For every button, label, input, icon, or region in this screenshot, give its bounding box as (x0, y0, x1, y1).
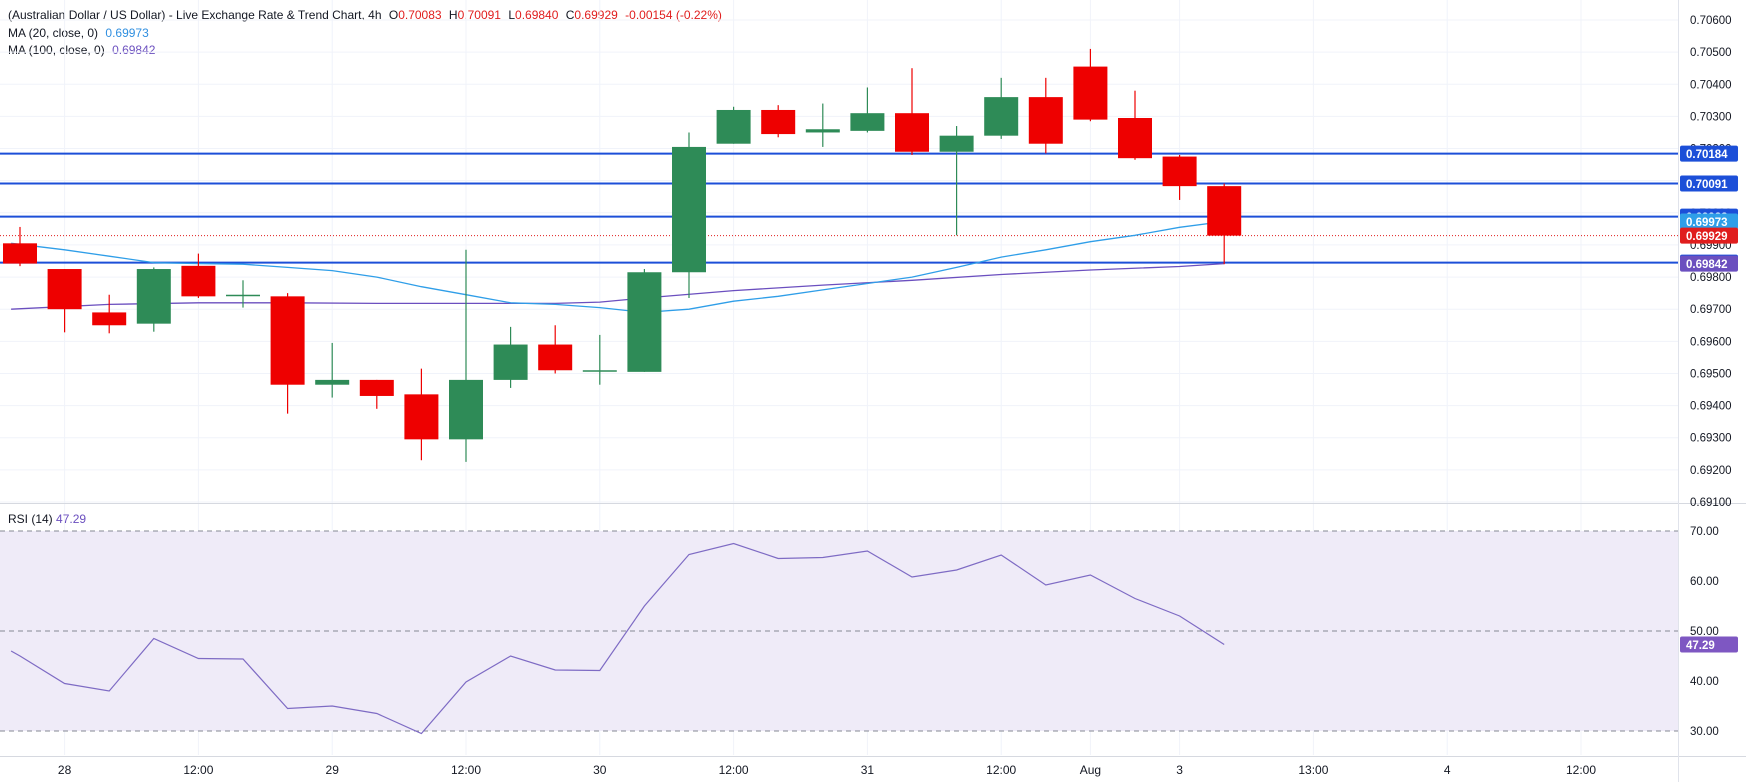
candle-body-up (582, 370, 617, 372)
time-tick-label: 29 (326, 763, 340, 777)
price-tick-label: 0.69200 (1690, 465, 1732, 477)
time-tick-label: 12:00 (719, 763, 749, 777)
ma20-price-tag-bg (1680, 213, 1738, 230)
rsi-legend: RSI (14) 47.29 (8, 512, 86, 526)
rsi-tick-label: 30.00 (1690, 726, 1719, 738)
candle-body-down (538, 344, 573, 371)
candle-body-up (226, 294, 260, 297)
open-value: 0.70083 (398, 8, 442, 22)
candle-body-up (315, 379, 350, 385)
rsi-line (10, 542, 1225, 735)
time-tick-label: 12:00 (986, 763, 1016, 777)
close-label: C (565, 8, 575, 22)
candle-body-down (92, 312, 127, 326)
time-tick-label: 12:00 (1566, 763, 1596, 777)
price-tick-label: 0.69600 (1690, 336, 1732, 348)
price-tick-label: 0.69500 (1690, 368, 1732, 380)
candle-body-down (359, 379, 394, 396)
time-tick-label: Aug (1080, 763, 1101, 777)
ma20-price-tag: 0.69973 (1686, 217, 1728, 229)
rsi-tick-label: 60.00 (1690, 576, 1719, 588)
candle-body-down (3, 243, 37, 264)
high-value: 0.70091 (457, 8, 501, 22)
candle-body-up (136, 269, 171, 324)
change-value: -0.00154 (-0.22%) (625, 8, 722, 22)
open-label: O (388, 8, 399, 22)
rsi-tick-label: 70.00 (1690, 526, 1719, 538)
ma20-line (11, 220, 1225, 314)
time-tick-label: 3 (1176, 763, 1183, 777)
time-tick-label: 31 (861, 763, 875, 777)
ma20-legend: MA (20, close, 0) 0.69973 (8, 26, 149, 40)
time-tick-label: 4 (1444, 763, 1451, 777)
ma20-label: MA (20, close, 0) (8, 26, 99, 40)
candle-body-down (761, 109, 796, 135)
rsi-tick-label: 40.00 (1690, 676, 1719, 688)
time-tick-label: 13:00 (1298, 763, 1328, 777)
rsi-value-tag: 47.29 (1686, 640, 1715, 652)
candle-body-up (850, 113, 885, 131)
time-tick-label: 12:00 (183, 763, 213, 777)
price-tick-label: 0.69300 (1690, 433, 1732, 445)
ma100-price-tag-bg (1680, 255, 1738, 272)
ma100-legend: MA (100, close, 0) 0.69842 (8, 43, 155, 57)
candle-body-down (404, 394, 439, 440)
close-price-tag-bg (1680, 227, 1738, 244)
candle-body-up (984, 97, 1019, 136)
price-tick-label: 0.69100 (1690, 497, 1732, 509)
candle-body-down (270, 296, 305, 385)
chart-title: (Australian Dollar / US Dollar) - Live E… (8, 8, 382, 22)
candle-body-up (672, 146, 706, 273)
candle-body-down (47, 269, 82, 310)
ma20-value: 0.69973 (105, 26, 149, 40)
price-tick-label: 0.69800 (1690, 272, 1732, 284)
price-tick-label: 0.70500 (1690, 47, 1732, 59)
rsi-value-tag-bg (1680, 636, 1738, 653)
candle-body-up (939, 135, 974, 152)
candle-body-up (493, 344, 528, 380)
candle-body-up (627, 272, 662, 372)
price-tick-label: 0.69700 (1690, 304, 1732, 316)
chart-legend-header: (Australian Dollar / US Dollar) - Live E… (8, 8, 722, 22)
rsi-legend-value: 47.29 (56, 512, 87, 526)
ma100-value: 0.69842 (112, 43, 156, 57)
candle-body-down (1118, 118, 1152, 159)
time-tick-label: 30 (593, 763, 607, 777)
level-price-tag: 0.70091 (1686, 179, 1728, 191)
candle-body-down (181, 265, 216, 297)
candle-body-down (1162, 156, 1197, 187)
candle-body-down (1207, 186, 1242, 236)
candle-body-up (449, 379, 483, 440)
candle-body-up (716, 109, 751, 144)
level-price-tag-bg (1680, 145, 1738, 162)
ma100-price-tag: 0.69842 (1686, 259, 1728, 271)
price-tick-label: 0.70400 (1690, 79, 1732, 91)
candle-body-down (1073, 66, 1108, 120)
ma100-label: MA (100, close, 0) (8, 43, 105, 57)
low-value: 0.69840 (515, 8, 559, 22)
candle-body-up (805, 129, 840, 133)
high-label: H (448, 8, 458, 22)
time-tick-label: 12:00 (451, 763, 481, 777)
level-price-tag-bg (1680, 175, 1738, 192)
rsi-label: RSI (14) (8, 512, 53, 526)
rsi-tick-label: 50.00 (1690, 626, 1719, 638)
low-label: L (508, 8, 516, 22)
time-tick-label: 28 (58, 763, 72, 777)
close-price-tag: 0.69929 (1686, 231, 1728, 243)
price-tick-label: 0.69400 (1690, 401, 1732, 413)
price-tick-label: 0.70300 (1690, 111, 1732, 123)
close-value: 0.69929 (574, 8, 618, 22)
level-price-tag: 0.70184 (1686, 149, 1728, 161)
price-tick-label: 0.70600 (1690, 15, 1732, 27)
candle-body-down (895, 113, 929, 152)
candle-body-down (1028, 97, 1063, 144)
